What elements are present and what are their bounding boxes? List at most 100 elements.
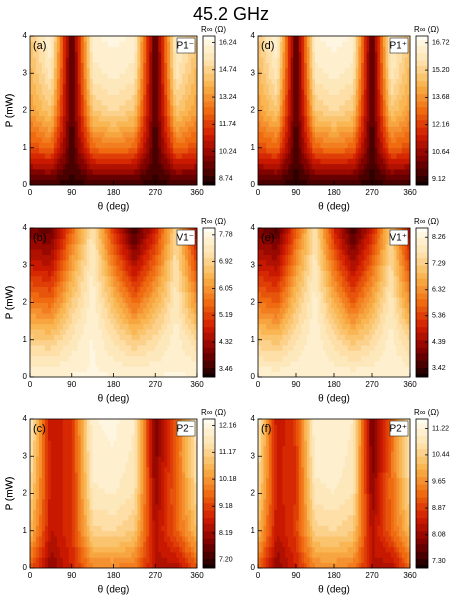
contour-cell <box>47 366 52 373</box>
contour-cell <box>131 73 135 79</box>
contour-cell <box>62 243 67 250</box>
contour-cell <box>50 318 55 325</box>
contour-cell <box>30 504 34 510</box>
contour-cell <box>68 482 73 489</box>
contour-cell <box>35 318 40 325</box>
contour-cell <box>113 477 117 484</box>
contour-cell <box>41 115 46 122</box>
contour-cell <box>83 366 88 373</box>
contour-cell <box>47 313 52 319</box>
contour-cell <box>92 366 97 373</box>
contour-cell <box>68 105 73 111</box>
contour-cell <box>95 94 99 101</box>
contour-cell <box>71 142 76 149</box>
contour-cell <box>161 99 165 106</box>
contour-cell <box>182 366 186 373</box>
contour-cell <box>68 249 73 256</box>
contour-cell <box>176 361 180 367</box>
contour-cell <box>116 67 120 74</box>
contour-cell <box>134 482 138 489</box>
contour-cell <box>125 530 129 537</box>
y-tick-label: 4 <box>23 31 28 40</box>
contour-cell <box>131 429 135 436</box>
contour-cell <box>188 323 192 330</box>
contour-cell <box>107 366 111 373</box>
contour-cell <box>182 179 186 186</box>
contour-cell <box>32 78 37 85</box>
contour-cell <box>161 361 165 367</box>
contour-cell <box>176 355 180 362</box>
contour-cell <box>47 265 52 271</box>
colorbar-swatch <box>203 136 215 139</box>
contour-cell <box>131 126 135 133</box>
contour-cell <box>77 323 82 330</box>
contour-cell <box>146 450 150 457</box>
contour-cell <box>191 131 195 138</box>
contour-cell <box>101 275 105 282</box>
contour-cell <box>71 493 76 500</box>
contour-cell <box>146 339 150 346</box>
contour-cell <box>146 536 150 542</box>
contour-cell <box>86 137 91 143</box>
contour-cell <box>59 530 64 537</box>
contour-cell <box>116 105 120 111</box>
contour-cell <box>44 254 49 261</box>
colorbar-swatch <box>203 536 215 539</box>
contour-cell <box>65 541 70 548</box>
contour-cell <box>113 509 117 516</box>
colorbar-swatch <box>203 93 215 96</box>
contour-cell <box>30 546 34 553</box>
contour-cell <box>191 514 195 521</box>
contour-cell <box>194 110 198 117</box>
contour-cell <box>146 62 150 69</box>
contour-cell <box>104 158 108 165</box>
contour-cell <box>158 477 162 484</box>
contour-cell <box>164 450 168 457</box>
contour-cell <box>149 115 153 122</box>
contour-cell <box>155 163 159 170</box>
contour-cell <box>101 536 105 542</box>
contour-cell <box>134 254 138 261</box>
contour-cell <box>191 94 195 101</box>
contour-cell <box>89 110 94 117</box>
contour-cell <box>98 158 102 165</box>
contour-cell <box>119 323 123 330</box>
contour-cell <box>176 142 180 149</box>
contour-cell <box>167 498 171 505</box>
contour-cell <box>185 307 189 314</box>
contour-cell <box>158 57 162 64</box>
contour-cell <box>47 472 52 478</box>
contour-cell <box>53 488 58 494</box>
contour-cell <box>77 350 82 357</box>
contour-cell <box>113 323 117 330</box>
contour-cell <box>83 482 88 489</box>
contour-cell <box>125 509 129 516</box>
contour-cell <box>134 291 138 298</box>
contour-cell <box>143 158 147 165</box>
contour-cell <box>140 297 144 303</box>
contour-cell <box>50 83 55 90</box>
contour-cell <box>38 137 43 143</box>
contour-cell <box>86 51 91 58</box>
contour-cell <box>113 525 117 532</box>
contour-cell <box>62 78 67 85</box>
contour-cell <box>143 265 147 271</box>
colorbar-swatch <box>203 319 215 322</box>
contour-cell <box>131 562 135 569</box>
contour-cell <box>107 142 111 149</box>
contour-cell <box>98 131 102 138</box>
contour-cell <box>101 110 105 117</box>
contour-cell <box>128 445 132 452</box>
contour-cell <box>155 147 159 154</box>
contour-cell <box>50 345 55 351</box>
contour-cell <box>170 493 174 500</box>
contour-cell <box>107 318 111 325</box>
contour-cell <box>131 89 135 95</box>
contour-cell <box>134 424 138 431</box>
contour-cell <box>125 541 129 548</box>
contour-cell <box>188 514 192 521</box>
contour-cell <box>122 536 126 542</box>
contour-cell <box>173 493 177 500</box>
contour-cell <box>167 482 171 489</box>
contour-cell <box>50 243 55 250</box>
